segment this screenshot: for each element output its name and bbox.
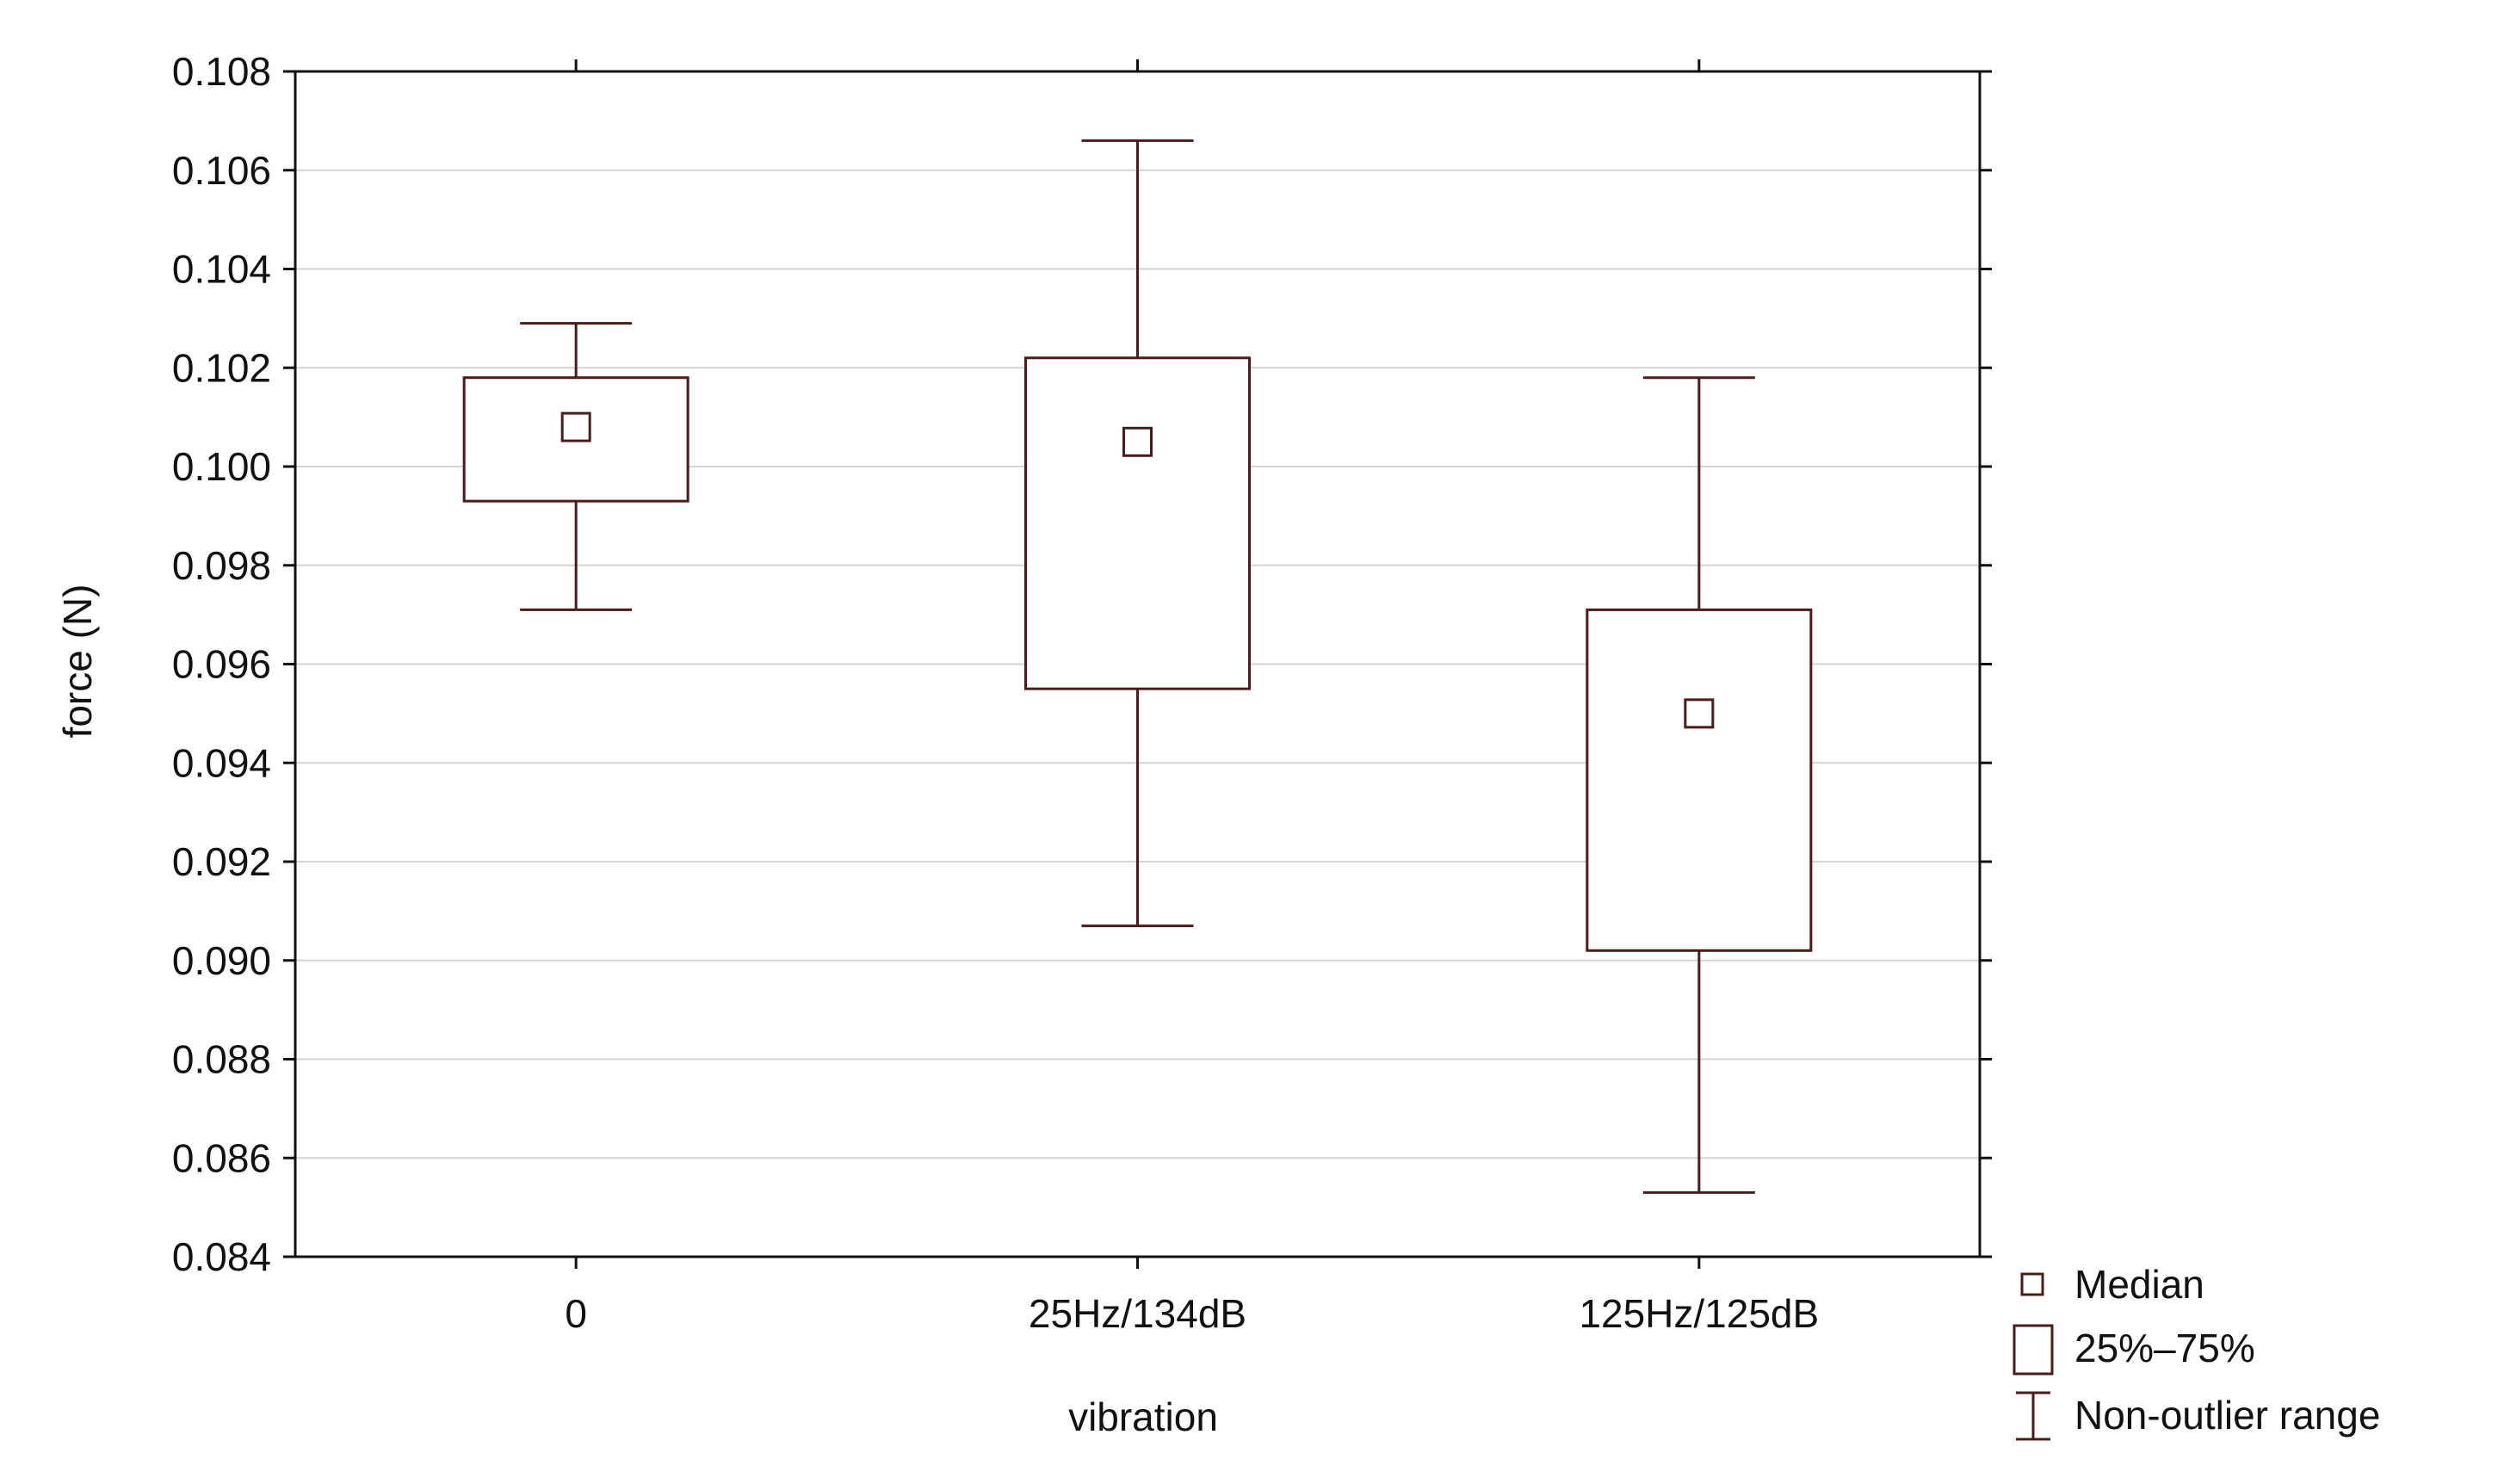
y-tick-label: 0.102 — [172, 345, 271, 390]
y-tick-label: 0.104 — [172, 247, 271, 292]
y-tick-label: 0.086 — [172, 1135, 271, 1180]
y-tick-label: 0.088 — [172, 1037, 271, 1082]
y-axis: 0.084 0.086 0.088 0.090 0.092 0.094 0.096 0.098… — [172, 49, 1992, 1279]
y-tick-label: 0.100 — [172, 444, 271, 489]
legend-box-icon — [2013, 1324, 2054, 1376]
x-axis: 0 25Hz/134dB 125Hz/125dB — [565, 59, 1819, 1336]
legend: Median 25%–75% Non-outlier range — [2013, 1262, 2380, 1441]
x-axis-title: vibration — [1068, 1394, 1218, 1439]
x-tick-label: 25Hz/134dB — [1029, 1291, 1246, 1336]
iqr-box — [1586, 608, 1813, 952]
y-tick-label: 0.092 — [172, 839, 271, 884]
legend-box-label: 25%–75% — [2074, 1326, 2255, 1370]
y-tick-label: 0.096 — [172, 642, 271, 687]
boxes — [462, 139, 1813, 1194]
median-marker — [1684, 698, 1715, 729]
x-tick-label: 125Hz/125dB — [1579, 1291, 1819, 1336]
box-group — [462, 322, 689, 611]
y-axis-title: force (N) — [55, 584, 100, 739]
legend-median-icon — [2020, 1272, 2044, 1296]
median-marker — [1122, 426, 1153, 457]
legend-median-label: Median — [2074, 1262, 2204, 1307]
y-tick-label: 0.090 — [172, 938, 271, 983]
legend-whisker-label: Non-outlier range — [2074, 1393, 2380, 1438]
legend-whisker-icon — [2016, 1391, 2050, 1441]
box-group — [1586, 376, 1813, 1194]
y-tick-label: 0.094 — [172, 740, 271, 785]
y-tick-label: 0.084 — [172, 1234, 271, 1279]
y-tick-label: 0.106 — [172, 148, 271, 193]
y-tick-label: 0.098 — [172, 543, 271, 588]
x-tick-label: 0 — [565, 1291, 587, 1336]
y-tick-label: 0.108 — [172, 49, 271, 94]
box-group — [1024, 139, 1251, 928]
iqr-box — [1024, 356, 1251, 690]
median-marker — [560, 411, 591, 442]
